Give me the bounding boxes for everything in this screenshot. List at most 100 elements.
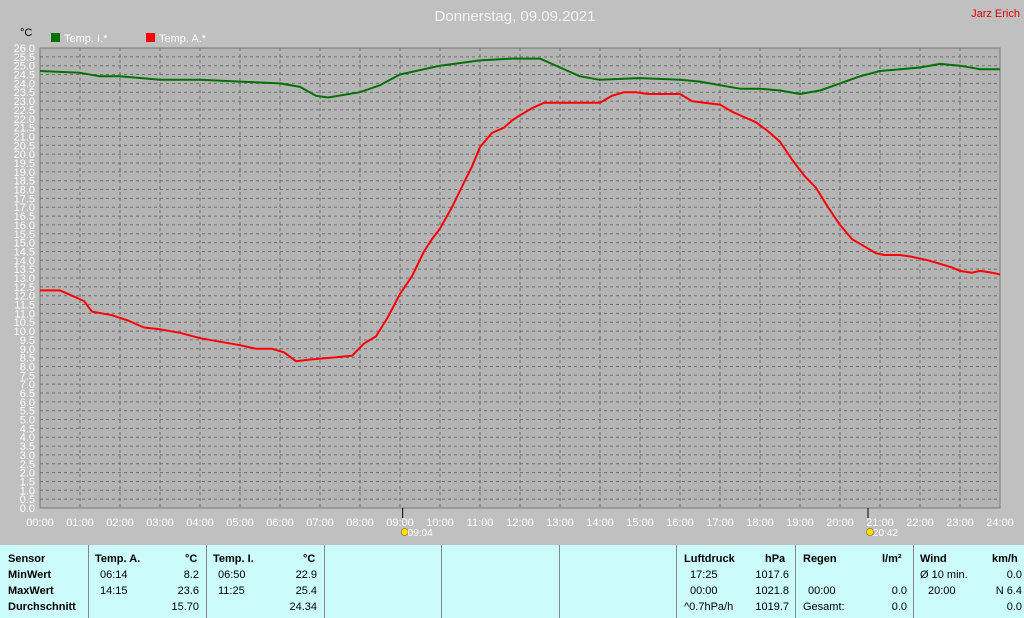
x-tick-label: 00:00 bbox=[26, 517, 54, 529]
wind-title: Wind bbox=[920, 553, 947, 565]
sensor-header: Sensor bbox=[8, 553, 46, 565]
temp-a-title: Temp. A. bbox=[95, 553, 141, 565]
y-tick-label: 22.5 bbox=[14, 105, 35, 117]
row-label-min: MinWert bbox=[8, 569, 52, 581]
rain-title: Regen bbox=[803, 553, 837, 565]
statistics-panel: Sensor MinWert MaxWert Durchschnitt Temp… bbox=[0, 545, 1024, 618]
y-tick-label: 12.5 bbox=[14, 282, 35, 294]
y-tick-label: 17.0 bbox=[14, 202, 35, 214]
y-tick-label: 8.5 bbox=[20, 353, 35, 365]
y-tick-label: 4.5 bbox=[20, 423, 35, 435]
y-tick-label: 23.0 bbox=[14, 96, 35, 108]
y-tick-label: 21.5 bbox=[14, 123, 35, 135]
y-tick-label: 0.0 bbox=[20, 503, 35, 515]
y-tick-label: 1.5 bbox=[20, 476, 35, 488]
y-tick-label: 13.0 bbox=[14, 273, 35, 285]
legend-swatch-temp-a bbox=[146, 33, 155, 42]
x-tick-label: 17:00 bbox=[706, 517, 734, 529]
y-tick-label: 6.0 bbox=[20, 397, 35, 409]
y-tick-label: 20.0 bbox=[14, 149, 35, 161]
stats-divider bbox=[441, 545, 442, 618]
y-tick-label: 23.5 bbox=[14, 87, 35, 99]
y-tick-label: 4.0 bbox=[20, 432, 35, 444]
y-tick-label: 21.0 bbox=[14, 131, 35, 143]
y-tick-label: 0.5 bbox=[20, 494, 35, 506]
stats-divider bbox=[676, 545, 677, 618]
y-tick-label: 25.5 bbox=[14, 52, 35, 64]
y-tick-label: 10.0 bbox=[14, 326, 35, 338]
author-label: Jarz Erich bbox=[971, 8, 1020, 20]
y-tick-label: 2.0 bbox=[20, 468, 35, 480]
y-tick-label: 20.5 bbox=[14, 140, 35, 152]
pressure-max-time: 00:00 bbox=[690, 585, 718, 597]
wind-last-value: 0.0 bbox=[1006, 601, 1022, 613]
sunset-icon bbox=[866, 528, 874, 536]
rain-total-value: 0.0 bbox=[891, 601, 907, 613]
sun-marker-label: 09:04 bbox=[408, 528, 433, 539]
wind-max-time: 20:00 bbox=[928, 585, 956, 597]
legend-label-temp-a: Temp. A.* bbox=[159, 33, 207, 45]
pressure-trend-value: 1019.7 bbox=[755, 601, 789, 613]
y-tick-label: 11.5 bbox=[14, 300, 35, 312]
temp-a-max-value: 23.6 bbox=[177, 585, 199, 597]
temp-i-min-time: 06:50 bbox=[218, 569, 246, 581]
series-lines bbox=[39, 57, 1001, 363]
y-tick-label: 7.5 bbox=[20, 370, 35, 382]
y-tick-label: 10.5 bbox=[14, 317, 35, 329]
y-tick-label: 16.5 bbox=[14, 211, 35, 223]
y-tick-label: 14.5 bbox=[14, 246, 35, 258]
rain-time: 00:00 bbox=[808, 585, 836, 597]
y-tick-label: 18.0 bbox=[14, 185, 35, 197]
row-label-max: MaxWert bbox=[8, 585, 54, 597]
y-tick-label: 24.5 bbox=[14, 70, 35, 82]
stats-divider bbox=[324, 545, 325, 618]
rain-value: 0.0 bbox=[891, 585, 907, 597]
x-tick-label: 18:00 bbox=[746, 517, 774, 529]
stats-divider bbox=[913, 545, 914, 618]
x-tick-label: 19:00 bbox=[786, 517, 814, 529]
x-tick-label: 06:00 bbox=[266, 517, 294, 529]
y-tick-label: 22.0 bbox=[14, 114, 35, 126]
x-tick-label: 24:00 bbox=[986, 517, 1014, 529]
temp-i-title: Temp. I. bbox=[213, 553, 254, 565]
y-tick-label: 12.0 bbox=[14, 291, 35, 303]
y-tick-label: 19.0 bbox=[14, 167, 35, 179]
temp-a-min-time: 06:14 bbox=[100, 569, 128, 581]
temp-i-unit: °C bbox=[303, 553, 316, 565]
x-tick-label: 04:00 bbox=[186, 517, 214, 529]
y-tick-label: 11.0 bbox=[14, 308, 35, 320]
temp-i-max-time: 11:25 bbox=[218, 585, 245, 597]
x-tick-label: 20:00 bbox=[826, 517, 854, 529]
y-tick-label: 9.0 bbox=[20, 344, 35, 356]
temp-i-avg: 24.34 bbox=[289, 601, 317, 613]
y-tick-label: 25.0 bbox=[14, 61, 35, 73]
y-tick-label: 13.5 bbox=[14, 264, 35, 276]
y-tick-label: 1.0 bbox=[20, 485, 35, 497]
y-tick-label: 3.0 bbox=[20, 450, 35, 462]
sun-marker-label: 20:42 bbox=[873, 528, 898, 539]
legend-swatch-temp-i bbox=[51, 33, 60, 42]
temp-i-max-value: 25.4 bbox=[295, 585, 317, 597]
y-tick-label: 26.0 bbox=[14, 43, 35, 55]
y-tick-label: 24.0 bbox=[14, 78, 35, 90]
chart-title: Donnerstag, 09.09.2021 bbox=[435, 8, 596, 25]
row-label-avg: Durchschnitt bbox=[8, 601, 76, 613]
stats-divider bbox=[795, 545, 796, 618]
wind-max-value: N 6.4 bbox=[995, 585, 1022, 597]
legend-label-temp-i: Temp. I.* bbox=[64, 33, 108, 45]
y-tick-label: 5.5 bbox=[20, 406, 35, 418]
x-tick-label: 23:00 bbox=[946, 517, 974, 529]
y-axis-ticks: 0.00.51.01.52.02.53.03.54.04.55.05.56.06… bbox=[14, 43, 35, 515]
y-tick-label: 8.0 bbox=[20, 361, 35, 373]
x-tick-label: 10:00 bbox=[426, 517, 454, 529]
x-tick-label: 02:00 bbox=[106, 517, 134, 529]
y-tick-label: 2.5 bbox=[20, 459, 35, 471]
rain-unit: l/m² bbox=[882, 553, 902, 565]
stats-divider bbox=[206, 545, 207, 618]
series-line-temp-i bbox=[39, 57, 1000, 99]
y-tick-label: 15.5 bbox=[14, 229, 35, 241]
temp-i-min-value: 22.9 bbox=[295, 569, 317, 581]
temp-a-min-value: 8.2 bbox=[183, 569, 199, 581]
wind-avg-label: Ø 10 min. bbox=[920, 569, 968, 581]
y-tick-label: 14.0 bbox=[14, 255, 35, 267]
